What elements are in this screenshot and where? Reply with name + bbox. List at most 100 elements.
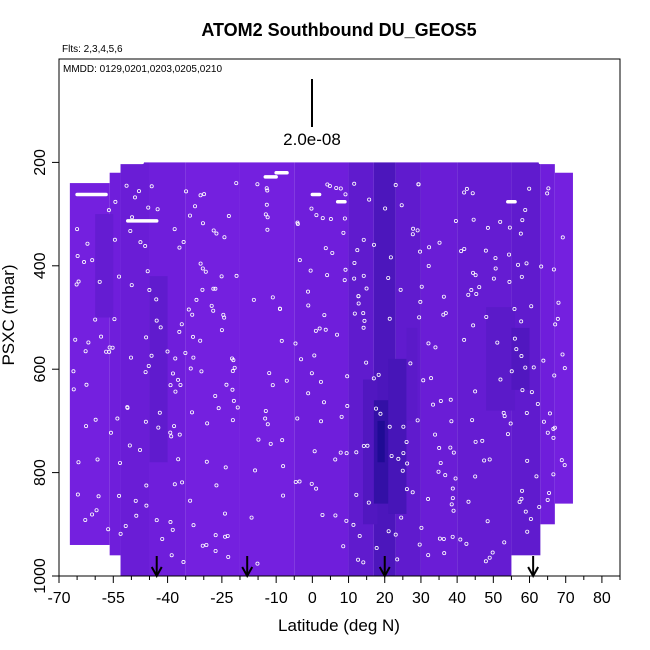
sample-marker xyxy=(562,366,567,371)
sample-marker xyxy=(143,370,148,375)
sample-marker xyxy=(270,383,275,388)
sample-marker xyxy=(255,561,260,566)
sample-marker xyxy=(306,391,311,396)
x-axis: -70 -55 -40 -25 -10 0 10 20 30 40 50 60 70 80 xyxy=(47,576,621,607)
sample-marker xyxy=(371,376,376,381)
sample-marker xyxy=(106,208,111,213)
sample-marker xyxy=(545,430,550,435)
sample-marker xyxy=(378,411,383,416)
sample-marker xyxy=(365,443,370,448)
sample-marker xyxy=(523,207,528,212)
x-tick-label: 60 xyxy=(521,590,539,607)
sample-marker xyxy=(527,186,532,191)
sample-marker xyxy=(520,218,525,223)
sample-marker xyxy=(230,387,235,392)
sample-marker xyxy=(520,388,525,393)
sample-marker xyxy=(169,553,174,558)
sample-marker xyxy=(431,402,436,407)
sample-marker xyxy=(352,181,357,186)
sample-marker xyxy=(222,511,227,516)
sample-marker xyxy=(525,529,530,534)
sample-marker xyxy=(130,215,135,220)
sample-marker xyxy=(537,504,542,509)
sample-marker xyxy=(376,372,381,377)
sample-marker xyxy=(361,444,366,449)
sample-marker xyxy=(71,387,76,392)
sample-marker xyxy=(187,213,192,218)
sample-marker xyxy=(352,311,357,316)
sample-marker xyxy=(144,503,149,508)
sample-marker xyxy=(426,341,431,346)
sample-marker xyxy=(495,340,500,345)
sample-marker xyxy=(295,220,300,225)
y-tick-label: 400 xyxy=(32,252,49,279)
sample-marker xyxy=(168,383,173,388)
sample-marker xyxy=(388,255,393,260)
sample-marker xyxy=(427,245,432,250)
sample-marker xyxy=(387,424,392,429)
sample-marker xyxy=(211,286,216,291)
sample-marker xyxy=(172,482,177,487)
sample-marker xyxy=(134,513,139,518)
sample-marker xyxy=(551,267,556,272)
sample-marker xyxy=(314,213,319,218)
x-tick-label: 40 xyxy=(448,590,466,607)
sample-marker xyxy=(333,457,338,462)
sample-marker xyxy=(191,355,196,360)
sample-marker xyxy=(356,301,361,306)
y-tick-label: 800 xyxy=(32,459,49,486)
sample-marker xyxy=(154,518,159,523)
sample-marker xyxy=(547,490,552,495)
sample-marker xyxy=(343,192,348,197)
sample-marker xyxy=(93,317,98,322)
sample-marker xyxy=(143,244,148,249)
sample-marker xyxy=(123,523,128,528)
sample-marker xyxy=(469,288,474,293)
sample-marker xyxy=(322,313,327,318)
sample-marker xyxy=(556,300,561,305)
sample-marker xyxy=(138,240,143,245)
sample-marker xyxy=(226,214,231,219)
sample-marker xyxy=(426,553,431,558)
y-tick-label: 200 xyxy=(32,149,49,176)
sample-marker xyxy=(200,221,205,226)
sample-marker xyxy=(93,417,98,422)
sample-marker xyxy=(308,268,313,273)
sample-marker xyxy=(138,448,143,453)
sample-marker xyxy=(462,190,467,195)
sample-marker xyxy=(177,245,182,250)
plot-markers xyxy=(71,181,567,566)
sample-marker xyxy=(198,261,203,266)
sample-marker xyxy=(172,424,177,429)
sample-marker xyxy=(180,480,185,485)
sample-marker xyxy=(528,517,533,522)
sample-marker xyxy=(443,311,448,316)
sample-marker xyxy=(366,500,371,505)
sample-marker xyxy=(173,389,178,394)
sample-marker xyxy=(234,181,239,186)
sample-marker xyxy=(514,347,519,352)
sample-marker xyxy=(71,369,76,374)
sample-marker xyxy=(516,262,521,267)
sample-marker xyxy=(306,303,311,308)
sample-marker xyxy=(417,542,422,547)
sample-marker xyxy=(374,546,379,551)
sample-marker xyxy=(508,421,513,426)
sample-marker xyxy=(339,414,344,419)
sample-marker xyxy=(312,353,317,358)
sample-marker xyxy=(190,410,195,415)
sample-marker xyxy=(214,483,219,488)
sample-marker xyxy=(146,363,151,368)
sample-marker xyxy=(251,297,256,302)
sample-marker xyxy=(145,269,150,274)
sample-marker xyxy=(146,205,151,210)
heatmap-column xyxy=(554,172,573,504)
sample-marker xyxy=(330,250,335,255)
sample-marker xyxy=(547,411,552,416)
sample-marker xyxy=(202,192,207,197)
sample-marker xyxy=(219,328,224,333)
sample-marker xyxy=(106,527,111,532)
sample-marker xyxy=(417,315,422,320)
flight-track-segments xyxy=(75,160,564,223)
sample-marker xyxy=(213,548,218,553)
